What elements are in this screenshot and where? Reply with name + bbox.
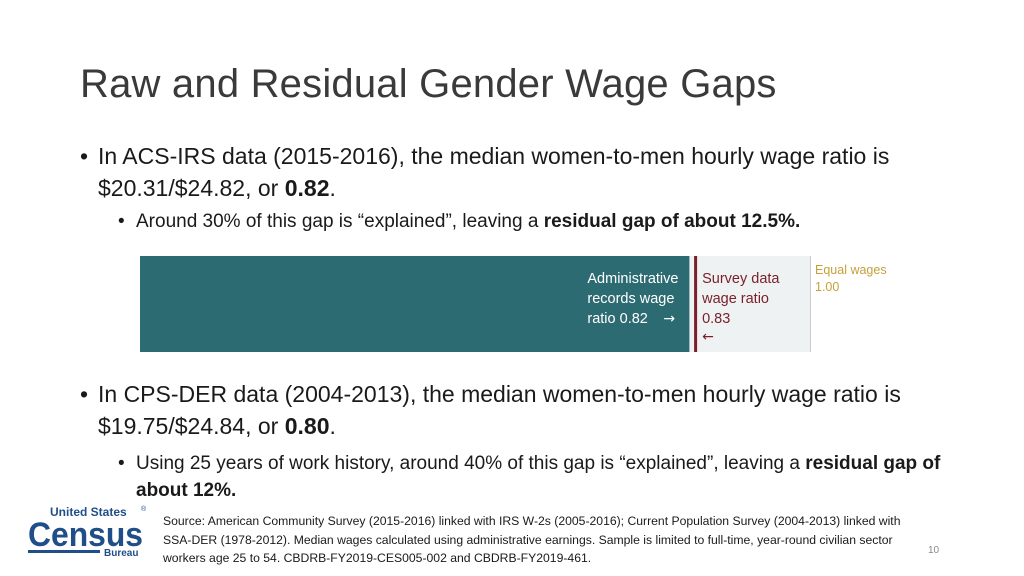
sub-bullet-text-a: Around 30% of this gap is “explained”, l…	[136, 211, 544, 232]
source-note: Source: American Community Survey (2015-…	[163, 514, 901, 565]
bullet-acs-irs: • In ACS-IRS data (2015-2016), the media…	[80, 140, 960, 204]
bullet-dot: •	[80, 143, 89, 169]
survey-label-line: 0.83	[702, 311, 730, 327]
bullet-ratio-value: 0.80	[284, 413, 330, 439]
sub-bullet-dot: •	[118, 211, 125, 232]
sub-bullet-acs-irs: • Around 30% of this gap is “explained”,…	[118, 208, 978, 235]
sub-bullet-dot: •	[118, 453, 125, 474]
admin-arrow: →	[663, 311, 675, 327]
bullet-cps-der: • In CPS-DER data (2004-2013), the media…	[80, 378, 920, 442]
equal-label-line: Equal wages	[815, 263, 887, 277]
sub-bullet-residual: residual gap of about 12.5%.	[543, 211, 801, 232]
admin-label-line: Administrative	[587, 271, 678, 287]
survey-arrow: ←	[702, 329, 714, 345]
bullet-text-end: .	[329, 175, 336, 201]
marker-line-equal	[810, 256, 811, 352]
wage-ratio-bar-chart: Administrative records wage ratio 0.82 → Sur…	[140, 256, 900, 352]
equal-label-line: 1.00	[815, 280, 839, 294]
bullet-text-a: In ACS-IRS data (2015-2016), the median …	[98, 143, 890, 201]
sub-bullet-text: Using 25 years of work history, around 4…	[136, 450, 978, 504]
bullet-text-end: .	[329, 413, 336, 439]
logo-line1: United States	[50, 505, 127, 519]
bullet-text: In CPS-DER data (2004-2013), the median …	[98, 378, 920, 442]
logo-line2: Census	[28, 516, 143, 554]
slide-title: Raw and Residual Gender Wage Gaps	[80, 62, 777, 106]
sub-bullet-text: Around 30% of this gap is “explained”, l…	[136, 208, 978, 235]
bullet-text: In ACS-IRS data (2015-2016), the median …	[98, 140, 960, 204]
marker-line-survey	[694, 256, 698, 352]
bullet-ratio-value: 0.82	[284, 175, 330, 201]
logo-line3: Bureau	[104, 548, 138, 559]
bar-admin-ratio	[140, 256, 690, 352]
census-bureau-logo: United States ® Census Bureau	[28, 505, 147, 559]
bullet-text-a: In CPS-DER data (2004-2013), the median …	[98, 381, 901, 439]
admin-label-line: records wage	[587, 291, 674, 307]
sub-bullet-cps-der: • Using 25 years of work history, around…	[118, 450, 978, 504]
sub-bullet-text-a: Using 25 years of work history, around 4…	[136, 453, 806, 474]
survey-label-line: Survey data	[702, 271, 780, 287]
page-number: 10	[928, 545, 940, 556]
sub-bullet-residual: residual gap of about 12%.	[136, 453, 941, 501]
logo-underline	[28, 550, 100, 553]
survey-label-line: wage ratio	[701, 291, 769, 307]
admin-label-line: ratio 0.82	[587, 311, 647, 327]
chart-marks: Administrative records wage ratio 0.82 → Sur…	[140, 256, 887, 352]
bullet-dot: •	[80, 381, 89, 407]
logo-registered: ®	[141, 505, 147, 513]
